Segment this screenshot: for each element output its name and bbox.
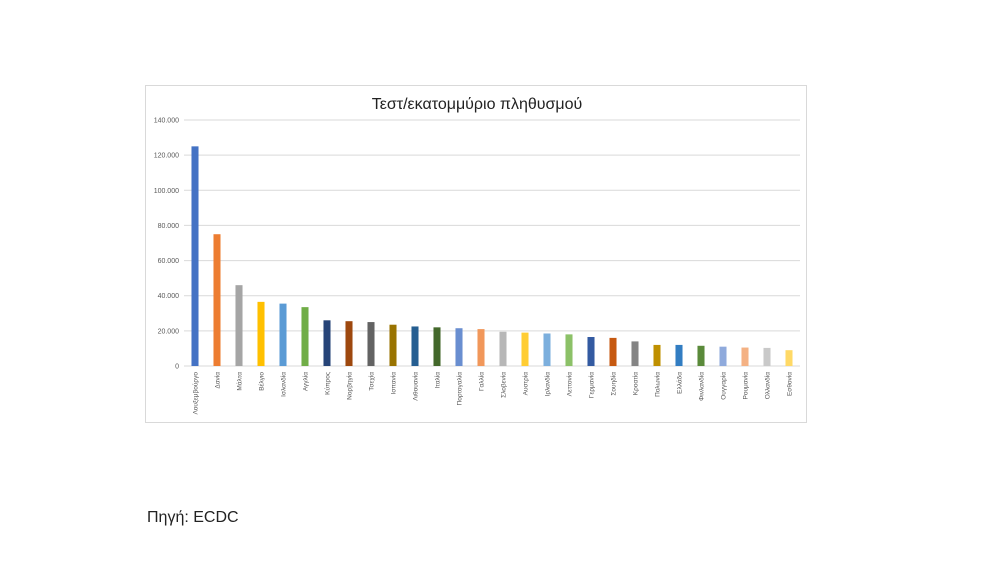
x-category-label: Ολλανδία	[764, 372, 772, 400]
bar	[543, 333, 551, 366]
bar	[455, 328, 463, 366]
x-category-label: Ισλανδία	[280, 372, 288, 397]
x-category-label: Νορβηγία	[346, 372, 354, 400]
x-category-label: Ιταλία	[434, 372, 442, 389]
gridlines	[184, 119, 800, 367]
x-category-label: Τσεχία	[368, 372, 376, 391]
bar	[301, 307, 309, 366]
x-category-label: Λουξεμβούργο	[192, 372, 200, 415]
bar	[499, 331, 507, 366]
y-tick-label: 20.000	[158, 328, 180, 335]
source-caption: Πηγή: ECDC	[147, 509, 239, 526]
chart-container: Τεστ/εκατομμύριο πληθυσμού 0 20.000 40.000…	[145, 85, 807, 423]
x-category-label: Κύπρος	[324, 372, 332, 395]
bar	[521, 332, 529, 366]
bar	[785, 350, 793, 366]
bar	[367, 322, 375, 366]
x-category-label: Ελλάδα	[676, 372, 684, 394]
bar	[433, 327, 441, 366]
x-axis-category-labels: Λουξεμβούργο Δανία Μάλτα Βέλγιο Ισλανδία Αγγλ…	[192, 372, 794, 415]
bar	[477, 329, 485, 366]
x-category-label: Βέλγιο	[258, 372, 266, 391]
y-axis-tick-labels: 0 20.000 40.000 60.000 80.000 100.000 120.000 1…	[154, 118, 179, 371]
bar	[323, 320, 331, 366]
bar	[345, 321, 353, 366]
bar	[719, 346, 727, 366]
bar	[389, 324, 397, 366]
y-tick-label: 100.000	[154, 188, 179, 195]
x-category-label: Ισπανία	[390, 372, 398, 395]
chart-title: Τεστ/εκατομμύριο πληθυσμού	[372, 96, 582, 113]
bar	[609, 337, 617, 366]
x-category-label: Μάλτα	[236, 372, 244, 391]
x-category-label: Εσθονία	[786, 372, 794, 396]
x-category-label: Ιρλανδία	[544, 372, 552, 397]
bar	[565, 334, 573, 366]
x-category-label: Γερμανία	[588, 372, 596, 398]
y-tick-label: 140.000	[154, 118, 179, 125]
x-category-label: Φινλανδία	[698, 372, 706, 401]
bar	[191, 146, 199, 366]
bar	[235, 285, 243, 366]
bar	[741, 347, 749, 366]
x-category-label: Ουγγαρία	[720, 372, 728, 400]
x-category-label: Αγγλία	[302, 372, 310, 391]
bar	[213, 234, 221, 366]
bar-chart: Τεστ/εκατομμύριο πληθυσμού 0 20.000 40.000…	[154, 96, 800, 415]
bar	[675, 344, 683, 366]
x-category-label: Πολωνία	[654, 372, 662, 397]
bar	[763, 347, 771, 366]
bar	[279, 303, 287, 366]
y-tick-label: 0	[175, 364, 179, 371]
bar	[587, 337, 595, 366]
bar	[411, 326, 419, 366]
bars	[191, 146, 793, 366]
x-category-label: Κροατία	[632, 372, 640, 395]
x-category-label: Λιθουανία	[412, 372, 420, 401]
y-tick-label: 40.000	[158, 293, 180, 300]
x-category-label: Σλοβενία	[500, 372, 508, 398]
x-category-label: Λεττονία	[566, 372, 574, 397]
x-category-label: Δανία	[214, 372, 222, 389]
y-tick-label: 80.000	[158, 223, 180, 230]
x-category-label: Ρουμανία	[742, 372, 750, 400]
bar	[697, 345, 705, 366]
bar	[631, 341, 639, 366]
x-category-label: Αυστρία	[522, 372, 530, 396]
bar	[653, 344, 661, 366]
y-tick-label: 120.000	[154, 153, 179, 160]
y-tick-label: 60.000	[158, 258, 180, 265]
x-category-label: Πορτογαλία	[456, 372, 464, 406]
bar	[257, 301, 265, 366]
x-category-label: Σουηδία	[610, 372, 618, 396]
x-category-label: Γαλλία	[478, 372, 486, 391]
